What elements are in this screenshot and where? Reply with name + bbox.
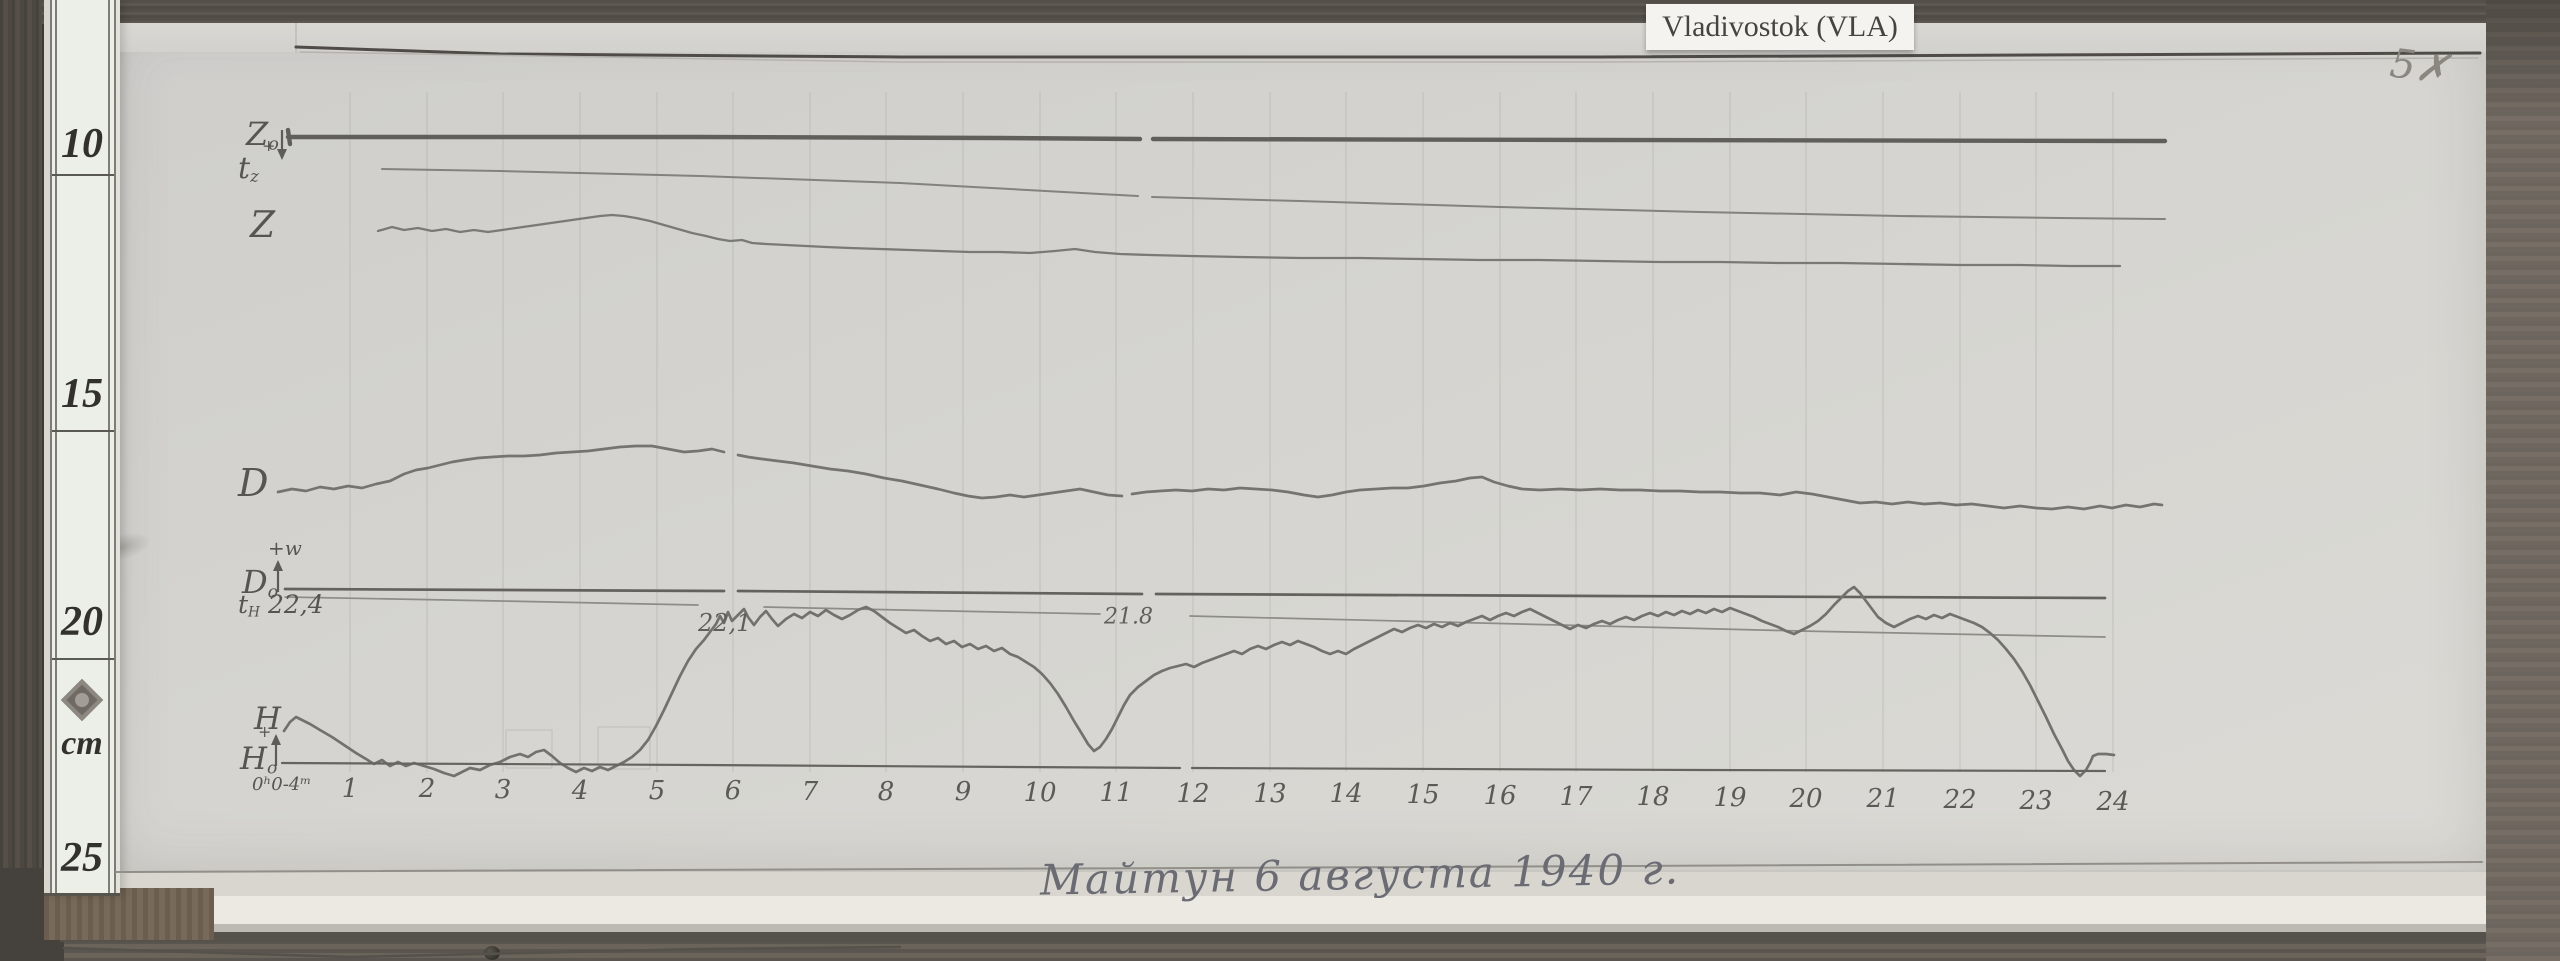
table-wood-left: [0, 0, 42, 961]
station-label: Vladivostok (VLA): [1646, 4, 1914, 50]
ruler-divider: [52, 430, 114, 432]
backing-bottom-line: [62, 945, 902, 959]
ruler: 10 15 20 cm 25: [44, 0, 120, 896]
down-arrowhead-icon: [277, 149, 287, 160]
hour-label: 7: [802, 777, 819, 807]
hour-label: 5: [649, 776, 666, 806]
hour-label: 1: [342, 774, 359, 804]
hour-label: 18: [1636, 782, 1669, 812]
temperature-annotation: 22,1: [697, 609, 751, 637]
trace-Z: [376, 213, 2122, 268]
hour-label: 13: [1253, 779, 1286, 809]
hour-label: 15: [1406, 780, 1439, 810]
sheet-top-edge-shadow: [299, 51, 2479, 63]
backing-sheet: [60, 866, 2486, 942]
up-arrowhead-icon: [273, 560, 283, 571]
table-wood-bottom: [0, 940, 2560, 961]
sheet-bottom-edge: [115, 861, 2483, 873]
hour-label: 17: [1559, 782, 1593, 812]
ghost-rect: [597, 726, 651, 770]
trace-tZ-temperature: [381, 168, 2166, 220]
ruler-edge-line: [50, 0, 52, 893]
table-wood-top: [0, 0, 2560, 24]
hour-label: 14: [1329, 779, 1362, 809]
hour-label: 16: [1483, 781, 1516, 811]
hour-label: 2: [418, 774, 436, 804]
ruler-mark-20: 20: [61, 599, 103, 645]
hour-label: 23: [2018, 786, 2052, 816]
ruler-mark-cm: cm: [61, 725, 103, 762]
pencil-mark: 5✗: [2387, 40, 2452, 94]
sheet-top-margin: [110, 23, 2487, 52]
hour-label: 8: [878, 777, 895, 807]
temperature-annotation: 21.8: [1103, 605, 1153, 630]
hour-label: 19: [1713, 783, 1746, 813]
hour-label: 22: [1942, 785, 1976, 815]
sheet-top-edge: [294, 45, 2482, 59]
table-wood-under-ruler: [44, 888, 214, 940]
up-arrowhead-icon: [271, 734, 281, 745]
trace-tH-temperature: [284, 596, 2106, 638]
hour-label: 3: [495, 775, 512, 805]
trace-D: [276, 444, 2164, 511]
trace-H0-baseline: [280, 761, 2107, 773]
ruler-divider: [52, 658, 114, 660]
ruler-mark-15: 15: [61, 371, 103, 417]
trace-H: [282, 585, 2116, 778]
hour-label: 24: [2095, 787, 2129, 817]
ruler-edge-line: [108, 0, 110, 893]
hour-label: 12: [1176, 779, 1209, 809]
hour-label: 4: [571, 776, 589, 806]
ruler-edge-line: [114, 0, 116, 893]
trace-D0-baseline: [283, 587, 2107, 600]
hour-label: 20: [1788, 784, 1822, 814]
magnetogram-sheet: [110, 23, 2487, 870]
hour-label: 9: [955, 777, 972, 807]
hour-label: 10: [1023, 778, 1056, 808]
hour-label: 11: [1099, 778, 1132, 808]
hour-label: 6: [725, 776, 742, 806]
ghost-rect: [505, 729, 553, 769]
trace-Z0-baseline: [285, 127, 2168, 147]
ruler-divider: [52, 174, 114, 176]
ruler-mark-25: 25: [61, 835, 103, 881]
table-wood-right: [2486, 0, 2560, 961]
ruler-mark-10: 10: [61, 121, 103, 167]
station-label-text: Vladivostok (VLA): [1662, 10, 1898, 43]
hour-label: 21: [1865, 784, 1899, 814]
ruler-edge-line: [55, 0, 57, 893]
sheet-seam: [295, 23, 297, 53]
